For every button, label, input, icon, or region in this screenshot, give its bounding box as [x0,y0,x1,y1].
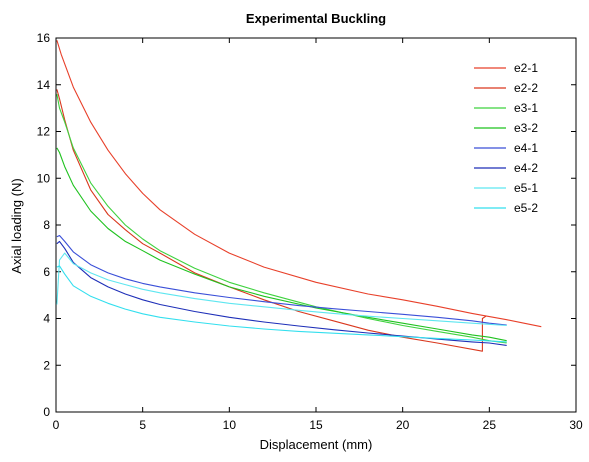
chart-title: Experimental Buckling [246,11,386,26]
y-tick-label: 4 [43,312,50,326]
axes-box [55,37,577,413]
y-axis-label: Axial loading (N) [9,178,24,273]
y-tick-label: 10 [37,171,51,185]
x-tick-label: 25 [483,418,497,432]
series-line-e3-1 [56,93,507,344]
series-line-e4-1 [56,234,507,326]
x-tick-label: 0 [53,418,60,432]
x-axis-label: Displacement (mm) [260,437,373,452]
y-tick-label: 6 [43,265,50,279]
series-line-e5-1 [56,252,507,327]
legend-label-e2-1: e2-1 [514,61,538,75]
legend-label-e5-2: e5-2 [514,201,538,215]
legend-label-e3-2: e3-2 [514,121,538,135]
legend-label-e5-1: e5-1 [514,181,538,195]
legend-label-e2-2: e2-2 [514,81,538,95]
y-tick-label: 8 [43,218,50,232]
legend: e2-1 e2-2 e3-1 e3-2 e4-1 e4-2 e5-1 e5-2 [474,61,538,215]
legend-label-e4-2: e4-2 [514,161,538,175]
y-tick-label: 12 [37,125,51,139]
x-tick-label: 30 [569,418,583,432]
series-line-e5-2 [56,265,507,343]
x-tick-label: 15 [309,418,323,432]
y-tick-label: 0 [43,405,50,419]
x-tick-label: 20 [396,418,410,432]
plot-area: 0 5 10 15 20 25 30 0 2 4 6 8 10 12 14 16 [37,31,583,432]
y-tick-label: 14 [37,78,51,92]
legend-label-e4-1: e4-1 [514,141,538,155]
series-line-e2-1 [56,40,542,328]
x-tick-label: 5 [139,418,146,432]
x-tick-label: 10 [223,418,237,432]
series-line-e3-2 [56,147,507,342]
y-tick-label: 16 [37,31,51,45]
y-tick-label: 2 [43,358,50,372]
legend-label-e3-1: e3-1 [514,101,538,115]
series-line-e2-2 [56,89,487,352]
